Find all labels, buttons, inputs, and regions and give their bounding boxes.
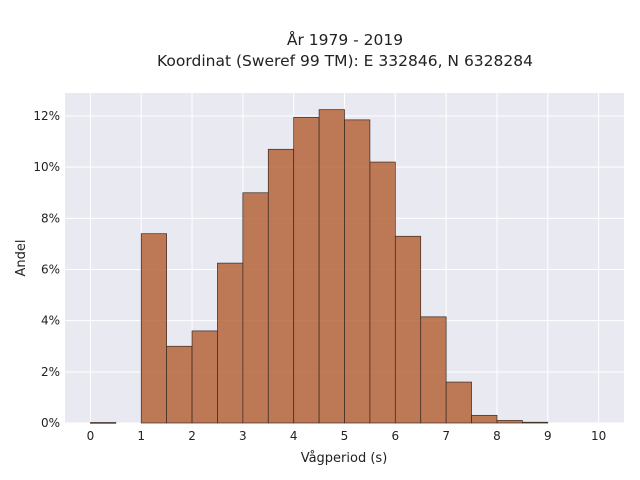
histogram-bar: [191, 330, 218, 424]
x-tick-label: 2: [188, 429, 196, 443]
histogram-bar: [344, 119, 371, 424]
x-tick-label: 8: [493, 429, 501, 443]
x-tick-label: 0: [87, 429, 95, 443]
tick-labels: 0 1 2 3 4 5 6 7 8 9 10 0% 2% 4% 6% 8% 10% 12%: [33, 109, 606, 443]
histogram-bar: [267, 148, 295, 424]
y-tick-label: 2%: [41, 365, 60, 379]
y-tick-label: 10%: [33, 160, 60, 174]
chart-title-line1: År 1979 - 2019: [287, 30, 403, 49]
x-tick-label: 5: [341, 429, 349, 443]
y-tick-label: 8%: [41, 211, 60, 225]
x-tick-label: 4: [290, 429, 298, 443]
x-tick-label: 3: [239, 429, 247, 443]
histogram-bar: [522, 421, 549, 424]
y-tick-label: 12%: [33, 109, 60, 123]
histogram-bar: [496, 420, 523, 424]
x-axis-label: Vågperiod (s): [301, 451, 388, 466]
histogram-bar: [394, 235, 422, 424]
histogram-bar: [318, 109, 345, 424]
histogram-bar: [293, 116, 320, 424]
histogram-bar: [217, 262, 244, 424]
y-tick-label: 6%: [41, 263, 60, 277]
x-tick-label: 1: [137, 429, 145, 443]
histogram-bar: [166, 345, 193, 424]
histogram-bar: [140, 233, 167, 424]
histogram-bar: [471, 414, 498, 424]
y-axis-label: Andel: [14, 240, 29, 277]
x-tick-label: 10: [591, 429, 606, 443]
histogram-bar: [242, 192, 269, 424]
x-tick-label: 7: [442, 429, 450, 443]
histogram-bar: [90, 422, 117, 424]
bars: [90, 109, 549, 424]
y-tick-label: 4%: [41, 314, 60, 328]
histogram-bar: [420, 316, 447, 424]
x-tick-label: 9: [544, 429, 552, 443]
y-tick-label: 0%: [41, 416, 60, 430]
histogram-bar: [369, 161, 396, 424]
x-tick-label: 6: [391, 429, 399, 443]
chart-title-line2: Koordinat (Sweref 99 TM): E 332846, N 63…: [157, 52, 533, 70]
histogram-bar: [445, 381, 472, 424]
